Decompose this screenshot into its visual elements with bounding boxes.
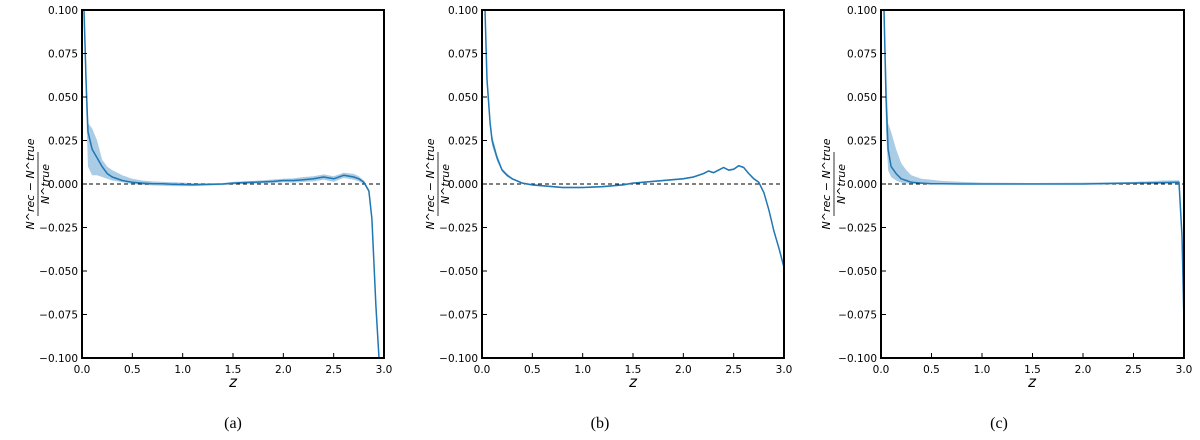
panel-b: N^rec − N^true N^true 0.0 0.5 1.0 1.5 2.0 2.5… xyxy=(424,5,792,432)
y-tick-label: −0.100 xyxy=(439,353,478,365)
x-tick-label: 2.5 xyxy=(325,364,342,376)
series-line xyxy=(83,10,380,358)
y-tick-label: 0.100 xyxy=(448,5,478,17)
y-tick-label: −0.050 xyxy=(39,266,78,278)
panel-caption: (b) xyxy=(591,415,610,432)
y-axis-label-denominator: N^true xyxy=(439,164,452,204)
y-tick-label: −0.025 xyxy=(439,223,478,235)
y-axis-label: N^rec − N^true N^true xyxy=(424,138,452,229)
y-tick-label: 0.025 xyxy=(847,136,877,148)
y-tick-label: 0.100 xyxy=(48,5,78,17)
y-tick-label: −0.100 xyxy=(838,353,877,365)
x-tick-label: 0.5 xyxy=(923,364,940,376)
y-tick-label: 0.025 xyxy=(448,136,478,148)
plot-series-group xyxy=(82,10,384,358)
panel-caption: (c) xyxy=(990,415,1008,432)
series-line xyxy=(484,10,784,268)
x-tick-label: 0.0 xyxy=(74,364,91,376)
uncertainty-band xyxy=(884,10,1184,325)
x-tick-label: 3.0 xyxy=(1176,364,1193,376)
x-tick-label: 2.5 xyxy=(725,364,742,376)
y-tick-label: 0.000 xyxy=(48,179,78,191)
x-tick-label: 1.0 xyxy=(174,364,191,376)
y-axis-label: N^rec − N^true N^true xyxy=(820,138,848,229)
panel-c: N^rec − N^true N^true 0.0 0.5 1.0 1.5 2.0 2.5… xyxy=(820,5,1192,432)
x-tick-label: 3.0 xyxy=(776,364,793,376)
plot-series-group xyxy=(881,10,1184,325)
plot-area-c: 0.0 0.5 1.0 1.5 2.0 2.5 3.0 0.100 0.075 0.050 0.02… xyxy=(838,5,1192,376)
y-tick-label: 0.025 xyxy=(48,136,78,148)
x-axis-label: z xyxy=(628,373,638,391)
x-tick-label: 2.0 xyxy=(1075,364,1092,376)
y-tick-label: 0.050 xyxy=(847,92,877,104)
panel-a: N^rec − N^true N^true 0.0 0.5 1.0 1.5 2.0 2.5… xyxy=(24,5,392,432)
y-axis-label-denominator: N^true xyxy=(835,164,848,204)
plot-area-b: 0.0 0.5 1.0 1.5 2.0 2.5 3.0 0.100 0.075 0.050 0.02… xyxy=(439,5,792,376)
panel-caption: (a) xyxy=(224,415,242,432)
series-line xyxy=(883,10,1184,324)
y-tick-label: 0.050 xyxy=(448,92,478,104)
x-tick-label: 1.0 xyxy=(574,364,591,376)
y-tick-label: 0.075 xyxy=(448,49,478,61)
y-tick-label: −0.100 xyxy=(39,353,78,365)
x-tick-label: 1.5 xyxy=(625,364,642,376)
y-axis-label-denominator: N^true xyxy=(39,164,52,204)
y-tick-label: −0.025 xyxy=(39,223,78,235)
y-tick-label: 0.000 xyxy=(847,179,877,191)
y-axis-label-numerator: N^rec − N^true xyxy=(424,138,437,229)
x-tick-label: 2.0 xyxy=(675,364,692,376)
y-tick-label: −0.075 xyxy=(838,310,877,322)
y-tick-label: 0.075 xyxy=(48,49,78,61)
y-tick-label: 0.075 xyxy=(847,49,877,61)
x-axis-label: z xyxy=(228,373,238,391)
y-tick-label: −0.050 xyxy=(439,266,478,278)
x-tick-label: 1.5 xyxy=(225,364,242,376)
x-tick-label: 0.0 xyxy=(474,364,491,376)
plot-area-a: 0.0 0.5 1.0 1.5 2.0 2.5 3.0 0.100 0.075 0.050 0.02… xyxy=(39,5,392,376)
x-tick-label: 0.5 xyxy=(124,364,141,376)
y-tick-label: 0.100 xyxy=(847,5,877,17)
plot-series-group xyxy=(482,10,784,269)
y-tick-label: −0.025 xyxy=(838,223,877,235)
x-tick-label: 0.0 xyxy=(873,364,890,376)
y-tick-label: −0.050 xyxy=(838,266,877,278)
x-tick-label: 2.5 xyxy=(1125,364,1142,376)
uncertainty-band xyxy=(485,10,784,269)
x-tick-label: 1.5 xyxy=(1024,364,1041,376)
x-tick-label: 0.5 xyxy=(524,364,541,376)
y-tick-label: −0.075 xyxy=(439,310,478,322)
y-axis-label-numerator: N^rec − N^true xyxy=(24,138,37,229)
x-tick-label: 2.0 xyxy=(275,364,292,376)
y-axis-label-numerator: N^rec − N^true xyxy=(820,138,833,229)
x-axis-label: z xyxy=(1027,373,1037,391)
x-tick-label: 1.0 xyxy=(974,364,991,376)
x-tick-label: 3.0 xyxy=(376,364,393,376)
y-tick-label: 0.050 xyxy=(48,92,78,104)
y-tick-label: −0.075 xyxy=(39,310,78,322)
y-tick-label: 0.000 xyxy=(448,179,478,191)
y-axis-label: N^rec − N^true N^true xyxy=(24,138,52,229)
